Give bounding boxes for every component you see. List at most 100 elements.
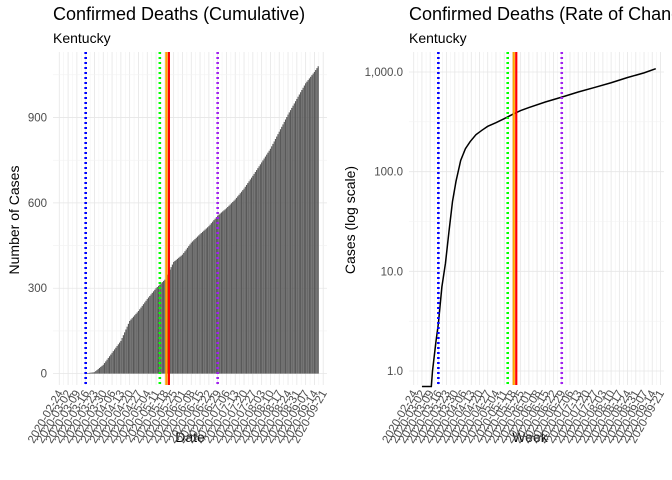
bar (240, 191, 243, 374)
bar (282, 124, 284, 374)
bar (218, 214, 220, 374)
bar (95, 371, 97, 374)
bar (144, 302, 146, 374)
bar (121, 338, 123, 374)
bar (237, 196, 239, 374)
bar (190, 242, 192, 374)
bar (195, 237, 197, 374)
bar (269, 148, 272, 374)
bar (132, 316, 135, 374)
right-plot-area: 1.010.0100.01,000.02020-02-242020-03-022… (365, 52, 667, 445)
bar (316, 68, 318, 374)
series-line (421, 67, 657, 388)
bar (188, 246, 190, 374)
bar (171, 264, 173, 374)
bar (284, 119, 287, 374)
bar (96, 370, 98, 374)
bar (229, 204, 231, 374)
bar (296, 98, 298, 374)
left-y-axis-title: Number of Cases (6, 166, 22, 275)
left-y-tick-label: 900 (28, 112, 47, 124)
bar (178, 257, 180, 374)
bar (181, 254, 184, 374)
bar (213, 220, 215, 374)
bar (151, 292, 153, 374)
bar (156, 287, 158, 374)
bar (258, 166, 260, 374)
left-chart-title: Confirmed Deaths (Cumulative) (53, 4, 305, 24)
bar (279, 129, 282, 374)
right-chart-title: Confirmed Deaths (Rate of Change) (409, 4, 672, 24)
bar (155, 288, 157, 374)
bar (301, 90, 303, 374)
bar (234, 199, 236, 374)
bar (212, 221, 214, 374)
bar (315, 70, 317, 374)
bar (131, 318, 133, 374)
bar (281, 126, 283, 374)
bar (102, 364, 104, 374)
right-y-tick-label: 1,000.0 (365, 67, 403, 79)
bar (244, 186, 246, 374)
bar (90, 372, 92, 374)
bar (248, 181, 250, 374)
bar (130, 319, 132, 374)
bar (196, 236, 199, 374)
bar (232, 201, 234, 374)
bar (297, 96, 299, 374)
bar (239, 193, 241, 374)
bar (124, 332, 126, 374)
left-y-tick-label: 600 (28, 198, 47, 210)
right-y-tick-label: 100.0 (374, 167, 403, 179)
bar (88, 372, 91, 374)
bar (302, 87, 304, 374)
bar (200, 233, 202, 374)
bar (170, 267, 172, 374)
bar (122, 335, 124, 374)
bar (199, 234, 201, 374)
bar (111, 352, 113, 374)
bar (222, 211, 224, 374)
bar (136, 312, 138, 374)
bar (317, 66, 319, 374)
right-y-axis-title: Cases (log scale) (342, 166, 358, 274)
bar (311, 75, 313, 374)
bar (267, 152, 269, 374)
bar (137, 311, 140, 374)
bar (139, 309, 141, 374)
bar (293, 103, 295, 374)
bar (288, 112, 290, 374)
bar (277, 134, 279, 374)
bar (214, 218, 216, 374)
bar (105, 361, 107, 374)
bar (266, 154, 268, 374)
bar (210, 223, 212, 374)
bar (308, 78, 310, 374)
bar (193, 240, 195, 374)
bar (184, 251, 186, 374)
bar (127, 323, 129, 374)
bar (100, 366, 102, 374)
bar (305, 83, 307, 374)
bar (103, 363, 106, 374)
bar (201, 231, 204, 374)
bar (205, 228, 207, 374)
right-y-tick-label: 10.0 (381, 266, 403, 278)
bar (286, 117, 288, 374)
bar (247, 183, 249, 374)
bar (106, 359, 108, 374)
bar (219, 213, 221, 374)
bar (142, 304, 145, 374)
bar (92, 372, 94, 374)
bar (141, 305, 143, 374)
bar (115, 347, 117, 374)
bar (163, 280, 165, 374)
bar (145, 300, 147, 374)
bar (150, 294, 152, 374)
bar (283, 121, 285, 374)
bar (272, 143, 274, 374)
bar (191, 241, 194, 374)
bar (116, 346, 118, 374)
bar (228, 205, 230, 374)
